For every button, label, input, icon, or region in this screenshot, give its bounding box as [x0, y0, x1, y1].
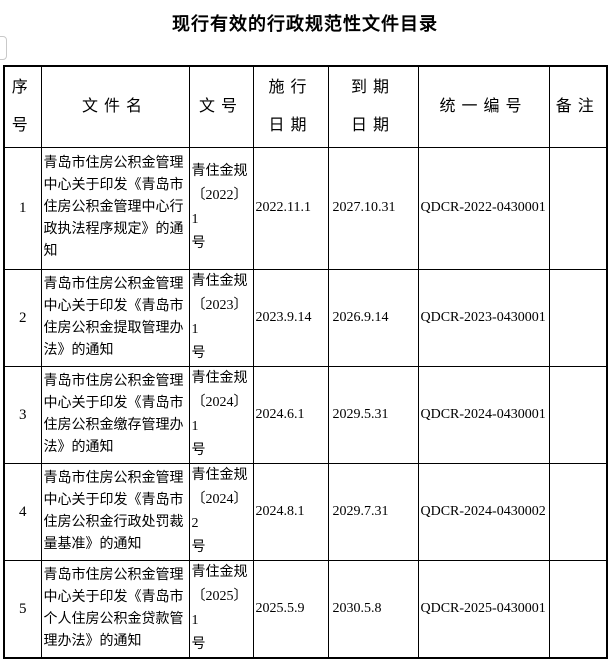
cell-doc-number: 青住金规 〔2022〕1 号 — [188, 146, 254, 270]
cell-effective-date: 2024.6.1 — [252, 365, 329, 464]
table-row: 5 青岛市住房公积金管理中心关于印发《青岛市个人住房公积金贷款管理办法》的通知 … — [3, 559, 608, 658]
cell-remark — [548, 365, 608, 464]
header-remark: 备注 — [548, 65, 608, 148]
cell-serial-number: 5 — [3, 559, 42, 658]
cell-effective-date: 2022.11.1 — [252, 146, 329, 270]
cell-expiry-date: 2026.9.14 — [327, 268, 419, 367]
cell-file-name: 青岛市住房公积金管理中心关于印发《青岛市住房公积金管理中心行政执法程序规定》的通… — [40, 146, 190, 270]
cell-remark — [548, 559, 608, 658]
table-row: 2 青岛市住房公积金管理中心关于印发《青岛市住房公积金提取管理办法》的通知 青住… — [3, 268, 608, 367]
cell-effective-date: 2024.8.1 — [252, 462, 329, 561]
cell-serial-number: 1 — [3, 146, 42, 270]
cell-doc-number: 青住金规 〔2023〕1 号 — [188, 268, 254, 367]
cell-doc-number: 青住金规 〔2024〕2 号 — [188, 462, 254, 561]
table-row: 1 青岛市住房公积金管理中心关于印发《青岛市住房公积金管理中心行政执法程序规定》… — [3, 146, 608, 270]
header-unified-number: 统一编号 — [417, 65, 550, 148]
header-effective-date: 施行 日期 — [252, 65, 329, 148]
document-catalog-table: 序 号 文件名 文号 施行 日期 到期 日期 统一编号 备注 1 青岛市住房公积… — [3, 65, 608, 659]
header-doc-number: 文号 — [188, 65, 254, 148]
cell-unified-number: QDCR-2023-0430001 — [417, 268, 550, 367]
partial-ui-artifact — [0, 36, 7, 60]
cell-unified-number: QDCR-2024-0430002 — [417, 462, 550, 561]
cell-serial-number: 2 — [3, 268, 42, 367]
cell-unified-number: QDCR-2022-0430001 — [417, 146, 550, 270]
header-expiry-date: 到期 日期 — [327, 65, 419, 148]
header-file-name: 文件名 — [40, 65, 190, 148]
cell-serial-number: 3 — [3, 365, 42, 464]
cell-unified-number: QDCR-2024-0430001 — [417, 365, 550, 464]
cell-doc-number: 青住金规 〔2025〕1 号 — [188, 559, 254, 658]
cell-file-name: 青岛市住房公积金管理中心关于印发《青岛市住房公积金提取管理办法》的通知 — [40, 268, 190, 367]
cell-unified-number: QDCR-2025-0430001 — [417, 559, 550, 658]
table-header-row: 序 号 文件名 文号 施行 日期 到期 日期 统一编号 备注 — [3, 65, 608, 148]
cell-file-name: 青岛市住房公积金管理中心关于印发《青岛市住房公积金行政处罚裁量基准》的通知 — [40, 462, 190, 561]
cell-effective-date: 2025.5.9 — [252, 559, 329, 658]
cell-remark — [548, 462, 608, 561]
table-row: 3 青岛市住房公积金管理中心关于印发《青岛市住房公积金缴存管理办法》的通知 青住… — [3, 365, 608, 464]
table-row: 4 青岛市住房公积金管理中心关于印发《青岛市住房公积金行政处罚裁量基准》的通知 … — [3, 462, 608, 561]
cell-expiry-date: 2030.5.8 — [327, 559, 419, 658]
cell-effective-date: 2023.9.14 — [252, 268, 329, 367]
cell-file-name: 青岛市住房公积金管理中心关于印发《青岛市住房公积金缴存管理办法》的通知 — [40, 365, 190, 464]
cell-doc-number: 青住金规 〔2024〕1 号 — [188, 365, 254, 464]
cell-file-name: 青岛市住房公积金管理中心关于印发《青岛市个人住房公积金贷款管理办法》的通知 — [40, 559, 190, 658]
header-serial-number: 序 号 — [3, 65, 42, 148]
cell-expiry-date: 2029.5.31 — [327, 365, 419, 464]
cell-serial-number: 4 — [3, 462, 42, 561]
page-title: 现行有效的行政规范性文件目录 — [172, 14, 438, 34]
cell-remark — [548, 146, 608, 270]
cell-expiry-date: 2029.7.31 — [327, 462, 419, 561]
cell-remark — [548, 268, 608, 367]
cell-expiry-date: 2027.10.31 — [327, 146, 419, 270]
